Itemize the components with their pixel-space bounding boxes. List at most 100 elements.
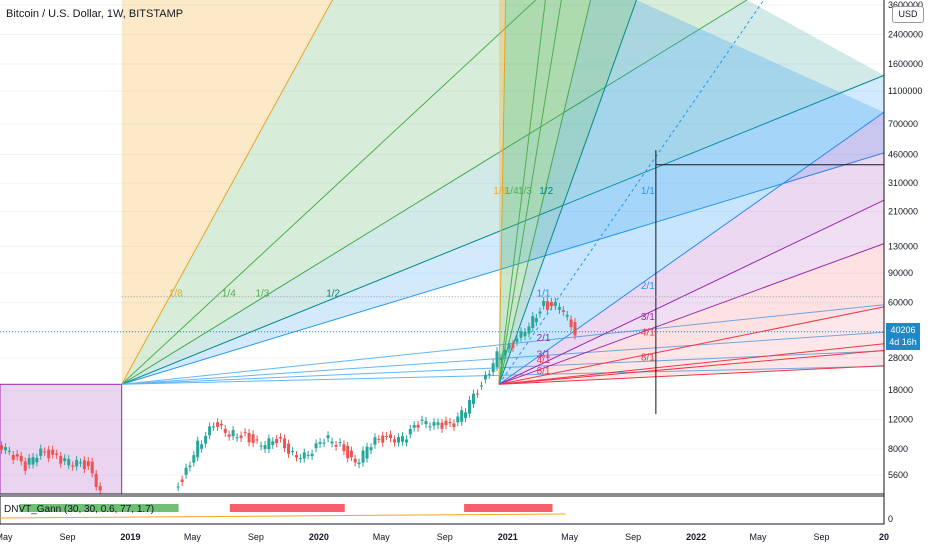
candle-body — [208, 426, 212, 436]
gann-fan-3-ratio-label: 1/1 — [641, 186, 655, 197]
x-tick-label: 2021 — [498, 532, 518, 542]
candle-body — [291, 451, 295, 453]
gann-fan-2-band — [498, 243, 884, 385]
gann-fan-3-ratio-label: 4/1 — [641, 328, 655, 339]
candle-body — [180, 479, 184, 483]
candle-body — [326, 435, 330, 439]
candle-body — [456, 416, 460, 423]
candle-body — [357, 462, 361, 465]
candle-body — [275, 438, 279, 444]
candle-body — [243, 432, 247, 434]
candle-body — [408, 429, 412, 435]
x-tick-label: 2022 — [686, 532, 706, 542]
candle-body — [483, 374, 487, 380]
candle-body — [545, 301, 549, 310]
candle-body — [538, 311, 542, 314]
x-tick-label: May — [184, 532, 202, 542]
candle-body — [436, 422, 440, 426]
y-tick-label: 2400000 — [888, 29, 923, 39]
gann-fan-2-line — [498, 306, 885, 385]
candle-body — [283, 438, 287, 449]
candle-body — [491, 363, 495, 373]
candle-body — [565, 314, 569, 317]
y-tick-label: 310000 — [888, 178, 918, 188]
y-tick-label: 60000 — [888, 298, 913, 308]
candle-body — [531, 316, 535, 328]
candle-body — [59, 455, 63, 464]
candle-body — [444, 420, 448, 426]
candle-body — [460, 410, 464, 422]
candle-body — [385, 435, 389, 437]
gann-fan-2-band — [498, 200, 884, 385]
indicator-tick-label: 0 — [888, 514, 893, 524]
candle-body — [412, 425, 416, 428]
gann-fan-2-line — [498, 349, 885, 385]
x-tick-label: Sep — [625, 532, 641, 542]
candle-body — [314, 443, 318, 449]
gann-fan-2-band — [498, 306, 884, 385]
candle-body — [235, 437, 239, 439]
x-tick-label: Sep — [814, 532, 830, 542]
candle-body — [204, 435, 208, 444]
candle-body — [31, 457, 35, 465]
x-tick-label: May — [373, 532, 391, 542]
candle-body — [479, 385, 483, 387]
candle-body — [306, 454, 310, 456]
candle-body — [381, 435, 385, 443]
candle-body — [495, 351, 499, 367]
candle-body — [338, 442, 342, 444]
gann-fan-2-line — [498, 343, 885, 385]
gann-fan-1-low-line — [121, 304, 885, 385]
candle-body — [11, 454, 15, 460]
candle-body — [212, 426, 216, 428]
candle-body — [318, 442, 322, 444]
indicator-line — [0, 513, 566, 519]
chart-title: Bitcoin / U.S. Dollar, 1W, BITSTAMP — [6, 8, 184, 20]
candle-body — [569, 319, 573, 328]
x-tick-label: May — [750, 532, 768, 542]
candle-body — [365, 446, 369, 459]
candle-body — [448, 422, 452, 424]
gann-fan-1-ratio-label: 1/3 — [255, 288, 269, 299]
gann-fan-1-ratio-label: 1/8 — [169, 288, 183, 299]
indicator-band-red — [464, 504, 553, 512]
candle-body — [3, 447, 7, 451]
candle-body — [295, 455, 299, 458]
candle-body — [334, 444, 338, 447]
candle-body — [192, 455, 196, 463]
gann-fan-2-band — [498, 0, 884, 385]
gann-fan-2-line — [498, 0, 637, 385]
candle-body — [188, 465, 192, 468]
x-tick-label: 20 — [879, 532, 889, 542]
y-tick-label: 8000 — [888, 444, 908, 454]
candle-body — [527, 326, 531, 334]
candle-body — [176, 486, 180, 488]
x-tick-label: Sep — [248, 532, 264, 542]
candle-body — [239, 435, 243, 439]
gann-fan-2-line — [498, 0, 507, 385]
candle-body — [389, 434, 393, 439]
candle-body — [15, 454, 19, 457]
x-tick-label: 2019 — [120, 532, 140, 542]
candle-body — [397, 437, 401, 443]
candle-body — [515, 338, 519, 342]
gann-fan-3-ratio-label: 3/1 — [641, 312, 655, 323]
candle-body — [216, 422, 220, 427]
gann-fan-1-band — [121, 0, 884, 385]
candle-body — [353, 458, 357, 463]
gann-fan-1-ratio-label: 1/4 — [222, 288, 236, 299]
candle-body — [227, 434, 231, 437]
gann-fan-1-line — [121, 152, 885, 385]
gann-fan-1-band — [121, 75, 884, 385]
x-tick-label: May — [0, 532, 13, 542]
candle-body — [19, 455, 23, 462]
y-tick-label: 700000 — [888, 119, 918, 129]
candle-body — [475, 393, 479, 395]
candle-body — [428, 426, 432, 428]
currency-button[interactable]: USD — [892, 6, 924, 23]
candle-body — [79, 462, 83, 464]
candle-body — [23, 461, 27, 471]
indicator-band-red — [229, 504, 345, 512]
candle-body — [251, 434, 255, 443]
gann-fan-3-ratio-label: 8/1 — [641, 352, 655, 363]
